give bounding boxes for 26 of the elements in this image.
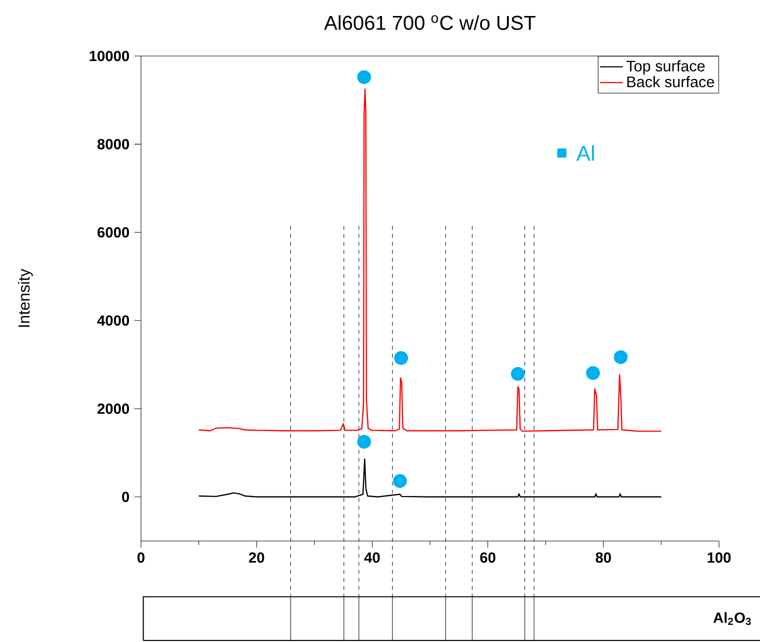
x-tick-label: 100 [708,552,731,563]
x-tick-label: 40 [364,552,380,563]
chart-title: Al6061 700 $^{o}$C w/o UST [324,15,536,30]
y-axis-title: Intensity [18,268,33,327]
x-tick-label: 20 [248,552,264,563]
legend-label: Top surface [626,60,705,75]
legend-label: Back surface [627,76,714,88]
x-tick-label: 80 [596,552,611,563]
y-tick-label: 6000 [98,227,130,238]
point [393,474,407,488]
line-series [198,88,662,432]
point [614,350,628,364]
text: Al$_{2}$O$_{3}$ [713,612,751,626]
point [510,366,525,381]
point [394,351,408,365]
point [586,366,600,380]
x-tick-label: 60 [480,552,496,563]
y-tick-label: 10000 [90,50,130,62]
point [357,434,372,449]
point [357,70,372,84]
y-tick-label: 0 [122,492,130,502]
y-tick-label: 2000 [98,404,130,414]
y-tick-label: 4000 [97,315,130,326]
legend-label: Al [576,145,594,161]
y-tick-label: 8000 [97,138,130,150]
x-tick-label: 0 [138,552,144,563]
